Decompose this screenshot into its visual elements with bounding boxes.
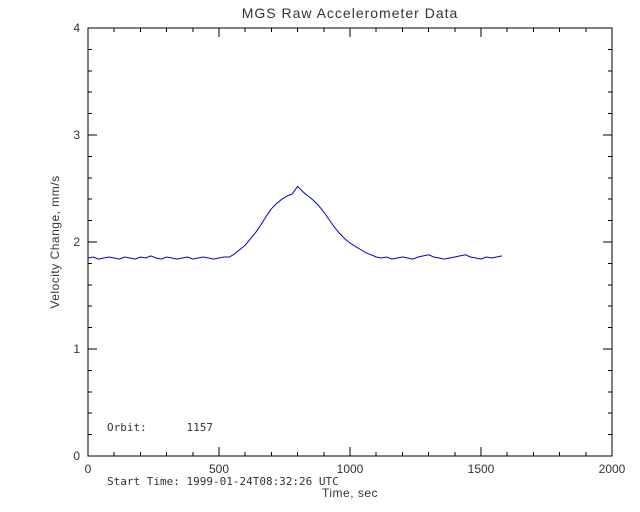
axis-ticks [87,27,613,457]
annotation-orbit: Orbit: 1157 [107,421,213,434]
x-tick-label: 500 [209,462,229,476]
y-tick-labels: 0 1 2 3 4 [73,21,80,463]
plot-frame [87,27,613,457]
annotations-block: Orbit: 1157 Start Time: 1999-01-24T08:32… [107,383,339,512]
y-tick-label: 2 [73,235,80,249]
x-tick-label: 1000 [337,462,364,476]
y-tick-label: 3 [73,128,80,142]
y-tick-label: 0 [73,449,80,463]
y-tick-label: 4 [73,21,80,35]
x-tick-label: 0 [85,462,92,476]
x-tick-label: 2000 [599,462,626,476]
x-tick-labels: 0 500 1000 1500 2000 [85,462,626,476]
annotation-start-time: Start Time: 1999-01-24T08:32:26 UTC [107,475,339,488]
y-tick-label: 1 [73,342,80,356]
x-tick-label: 1500 [468,462,495,476]
data-line [87,185,503,260]
chart-title: MGS Raw Accelerometer Data [241,5,459,21]
x-axis-label: Time, sec [321,486,379,500]
